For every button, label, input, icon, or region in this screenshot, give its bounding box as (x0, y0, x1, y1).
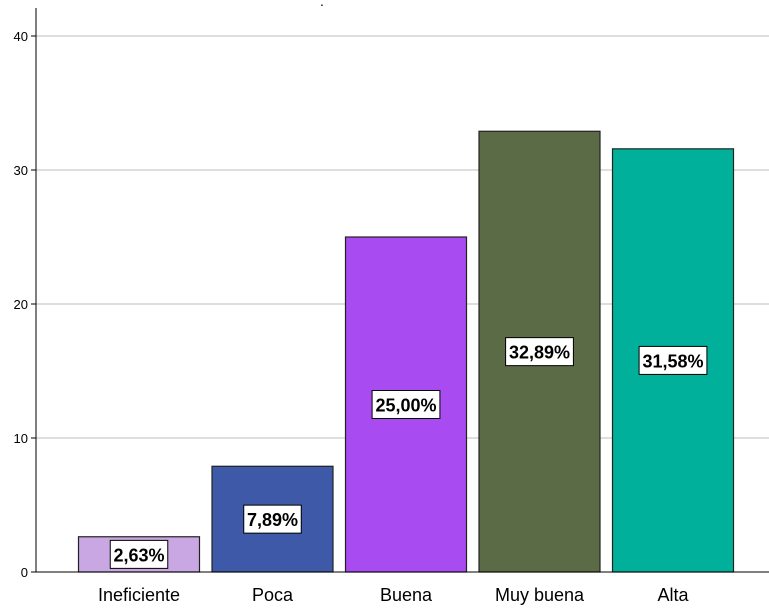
data-label-box (371, 390, 441, 419)
data-label: 31,58% (638, 345, 708, 375)
data-label-text: 2,63% (113, 545, 164, 565)
chart-title-fragment: . (320, 0, 324, 9)
x-tick-label: Ineficiente (98, 585, 180, 605)
y-tick-label: 30 (14, 163, 28, 178)
data-label-text: 32,89% (509, 343, 570, 363)
y-tick-label: 0 (21, 565, 28, 580)
x-tick-label: Muy buena (495, 585, 585, 605)
data-label-text: 7,89% (247, 510, 298, 530)
data-label-text: 31,58% (642, 351, 703, 371)
bar-layer (77, 130, 735, 573)
x-tick-label: Alta (657, 585, 689, 605)
x-tick-label: Buena (380, 585, 433, 605)
data-label-box (505, 337, 574, 367)
y-tick-label: 20 (14, 297, 28, 312)
x-tick-label: Poca (252, 585, 294, 605)
y-tick-label: 40 (14, 29, 28, 44)
y-tick-label: 10 (14, 431, 28, 446)
data-label-text: 25,00% (375, 396, 436, 416)
data-label: 2,63% (109, 539, 169, 569)
data-label: 32,89% (505, 337, 574, 367)
axis-layer: 0 10 20 30 40 Ineficiente Poca Buena Muy buena Al… (14, 8, 769, 605)
data-label: 7,89% (243, 504, 302, 534)
data-label-box (638, 345, 708, 375)
data-label-box (109, 539, 169, 569)
data-label-box (243, 504, 302, 534)
label-layer: 2,63% 7,89% 25,00% 32,89% 31,58% (109, 337, 708, 569)
data-label: 25,00% (371, 390, 441, 419)
